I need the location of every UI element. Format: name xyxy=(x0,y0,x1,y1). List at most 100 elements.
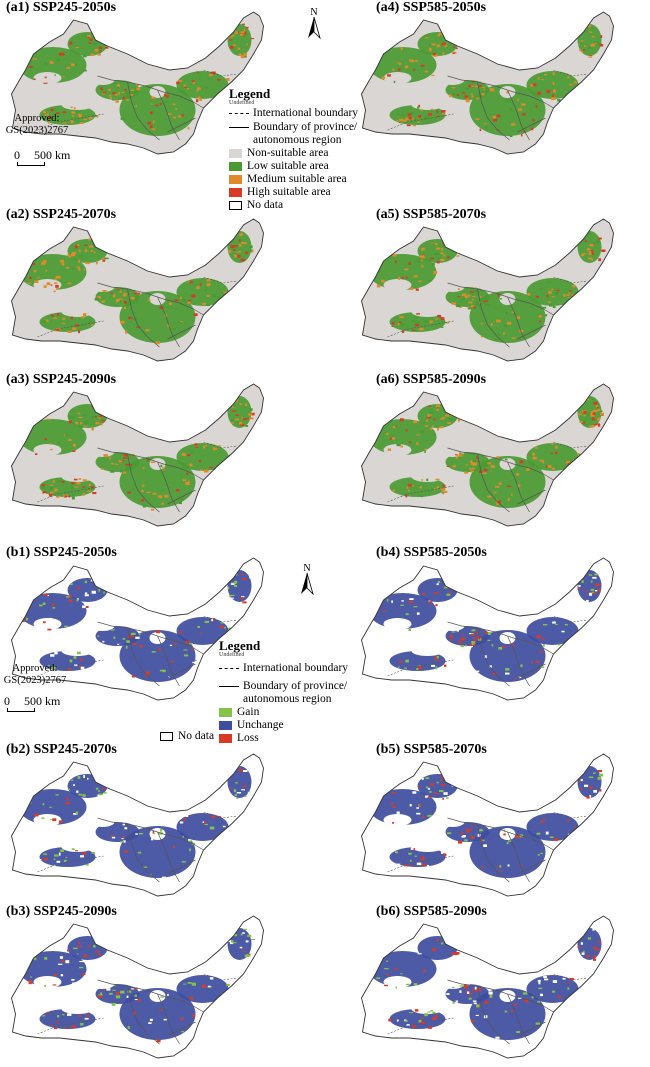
legend-subtitle: Undefined xyxy=(219,652,245,658)
legend-class-label: High suitable area xyxy=(247,186,331,198)
intl-boundary xyxy=(387,113,454,131)
habitat-layer xyxy=(18,766,256,880)
legend-class-label: Loss xyxy=(237,732,259,744)
legend-swatch xyxy=(229,201,242,210)
province-boundary xyxy=(507,635,530,687)
region-outline xyxy=(11,383,264,527)
intl-boundary xyxy=(203,973,238,981)
legend-swatch xyxy=(219,708,232,717)
intl-boundary xyxy=(553,811,588,819)
province-boundary xyxy=(529,641,554,655)
map-a5 xyxy=(361,218,614,362)
approval-code: GS(2023)2767 xyxy=(3,675,67,686)
province-boundary xyxy=(179,467,204,481)
map-b4 xyxy=(361,557,614,701)
map-a1 xyxy=(11,11,264,155)
approval-label: Approved: xyxy=(12,663,58,674)
habitat-layer xyxy=(18,396,255,511)
habitat-layer xyxy=(18,928,255,1043)
province-boundary xyxy=(529,302,554,316)
province-boundary xyxy=(167,489,196,505)
intl-boundary xyxy=(203,811,238,819)
dashed-line-icon xyxy=(229,113,249,114)
province-boundary xyxy=(167,1021,196,1037)
province-boundary xyxy=(447,979,530,1001)
panel-title-a5: (a5) SSP585-2070s xyxy=(376,207,487,222)
region-outline xyxy=(11,11,264,155)
solid-line-icon xyxy=(219,686,239,687)
panel-title-a6: (a6) SSP585-2090s xyxy=(376,372,487,387)
intl-boundary xyxy=(387,659,454,677)
province-boundary xyxy=(97,447,180,469)
province-boundary xyxy=(517,117,546,133)
province-boundary xyxy=(507,993,530,1045)
province-boundary xyxy=(97,75,180,97)
legend-class-label: Gain xyxy=(237,706,260,718)
map-b5 xyxy=(361,753,614,897)
province-boundary xyxy=(507,831,530,883)
panel-title-a4: (a4) SSP585-2050s xyxy=(376,0,487,15)
panel-title-a3: (a3) SSP245-2090s xyxy=(6,372,117,387)
dashed-line-icon xyxy=(219,668,239,669)
province-boundary xyxy=(157,831,180,883)
intl-boundary xyxy=(37,113,104,131)
scale-500: 500 km xyxy=(24,694,61,708)
region-outline xyxy=(11,557,264,701)
legend-swatch xyxy=(160,732,173,741)
province-boundary xyxy=(507,89,530,141)
province-boundary xyxy=(507,461,530,513)
province-boundary xyxy=(529,95,554,109)
province-boundary xyxy=(97,817,180,839)
panel-title-b4: (b4) SSP585-2050s xyxy=(376,545,487,560)
map-b3 xyxy=(11,915,264,1059)
province-boundary xyxy=(127,288,160,348)
province-boundary xyxy=(127,453,160,513)
legend-class-label: Low suitable area xyxy=(247,160,329,172)
province-boundary xyxy=(477,288,510,348)
legend-swatch xyxy=(229,149,242,158)
map-b2 xyxy=(11,753,264,897)
legend-swatch xyxy=(219,721,232,730)
intl-boundary xyxy=(387,320,454,338)
province-boundary xyxy=(157,89,180,141)
habitat-layer xyxy=(368,570,602,682)
region-outline xyxy=(11,915,264,1059)
province-boundary xyxy=(447,621,530,643)
legend-prov-boundary: Boundary of province/ xyxy=(243,680,348,692)
map-a4 xyxy=(361,11,614,155)
province-boundary xyxy=(179,999,204,1013)
legend-prov-boundary: Boundary of province/ xyxy=(253,121,358,133)
region-outline xyxy=(11,218,264,362)
intl-boundary xyxy=(37,855,104,873)
map-a6 xyxy=(361,383,614,527)
intl-boundary xyxy=(387,855,454,873)
panel-title-b6: (b6) SSP585-2090s xyxy=(376,904,487,919)
province-boundary xyxy=(157,993,180,1045)
region-outline xyxy=(361,383,614,527)
scale-zero: 0 xyxy=(14,148,20,162)
intl-boundary xyxy=(553,441,588,449)
province-boundary xyxy=(157,296,180,348)
panel-title-a2: (a2) SSP245-2070s xyxy=(6,207,117,222)
intl-boundary xyxy=(203,69,238,77)
province-boundary xyxy=(507,296,530,348)
habitat-layer xyxy=(368,766,604,879)
province-boundary xyxy=(529,467,554,481)
province-boundary xyxy=(447,75,530,97)
province-boundary xyxy=(97,282,180,304)
panel-title-b2: (b2) SSP245-2070s xyxy=(6,742,117,757)
legend-class-label: Medium suitable area xyxy=(247,173,347,185)
legend-class-label: No data xyxy=(178,730,215,742)
map-a3 xyxy=(11,383,264,527)
solid-line-icon xyxy=(229,127,249,128)
intl-boundary xyxy=(387,485,454,503)
province-boundary xyxy=(97,621,180,643)
panel-title-a1: (a1) SSP245-2050s xyxy=(6,0,117,15)
province-boundary xyxy=(517,1021,546,1037)
region-outline xyxy=(361,218,614,362)
panel-title-b5: (b5) SSP585-2070s xyxy=(376,742,487,757)
province-boundary xyxy=(179,95,204,109)
intl-boundary xyxy=(553,615,588,623)
legend-b: Legend Undefined International boundary … xyxy=(219,639,379,745)
intl-boundary xyxy=(203,441,238,449)
